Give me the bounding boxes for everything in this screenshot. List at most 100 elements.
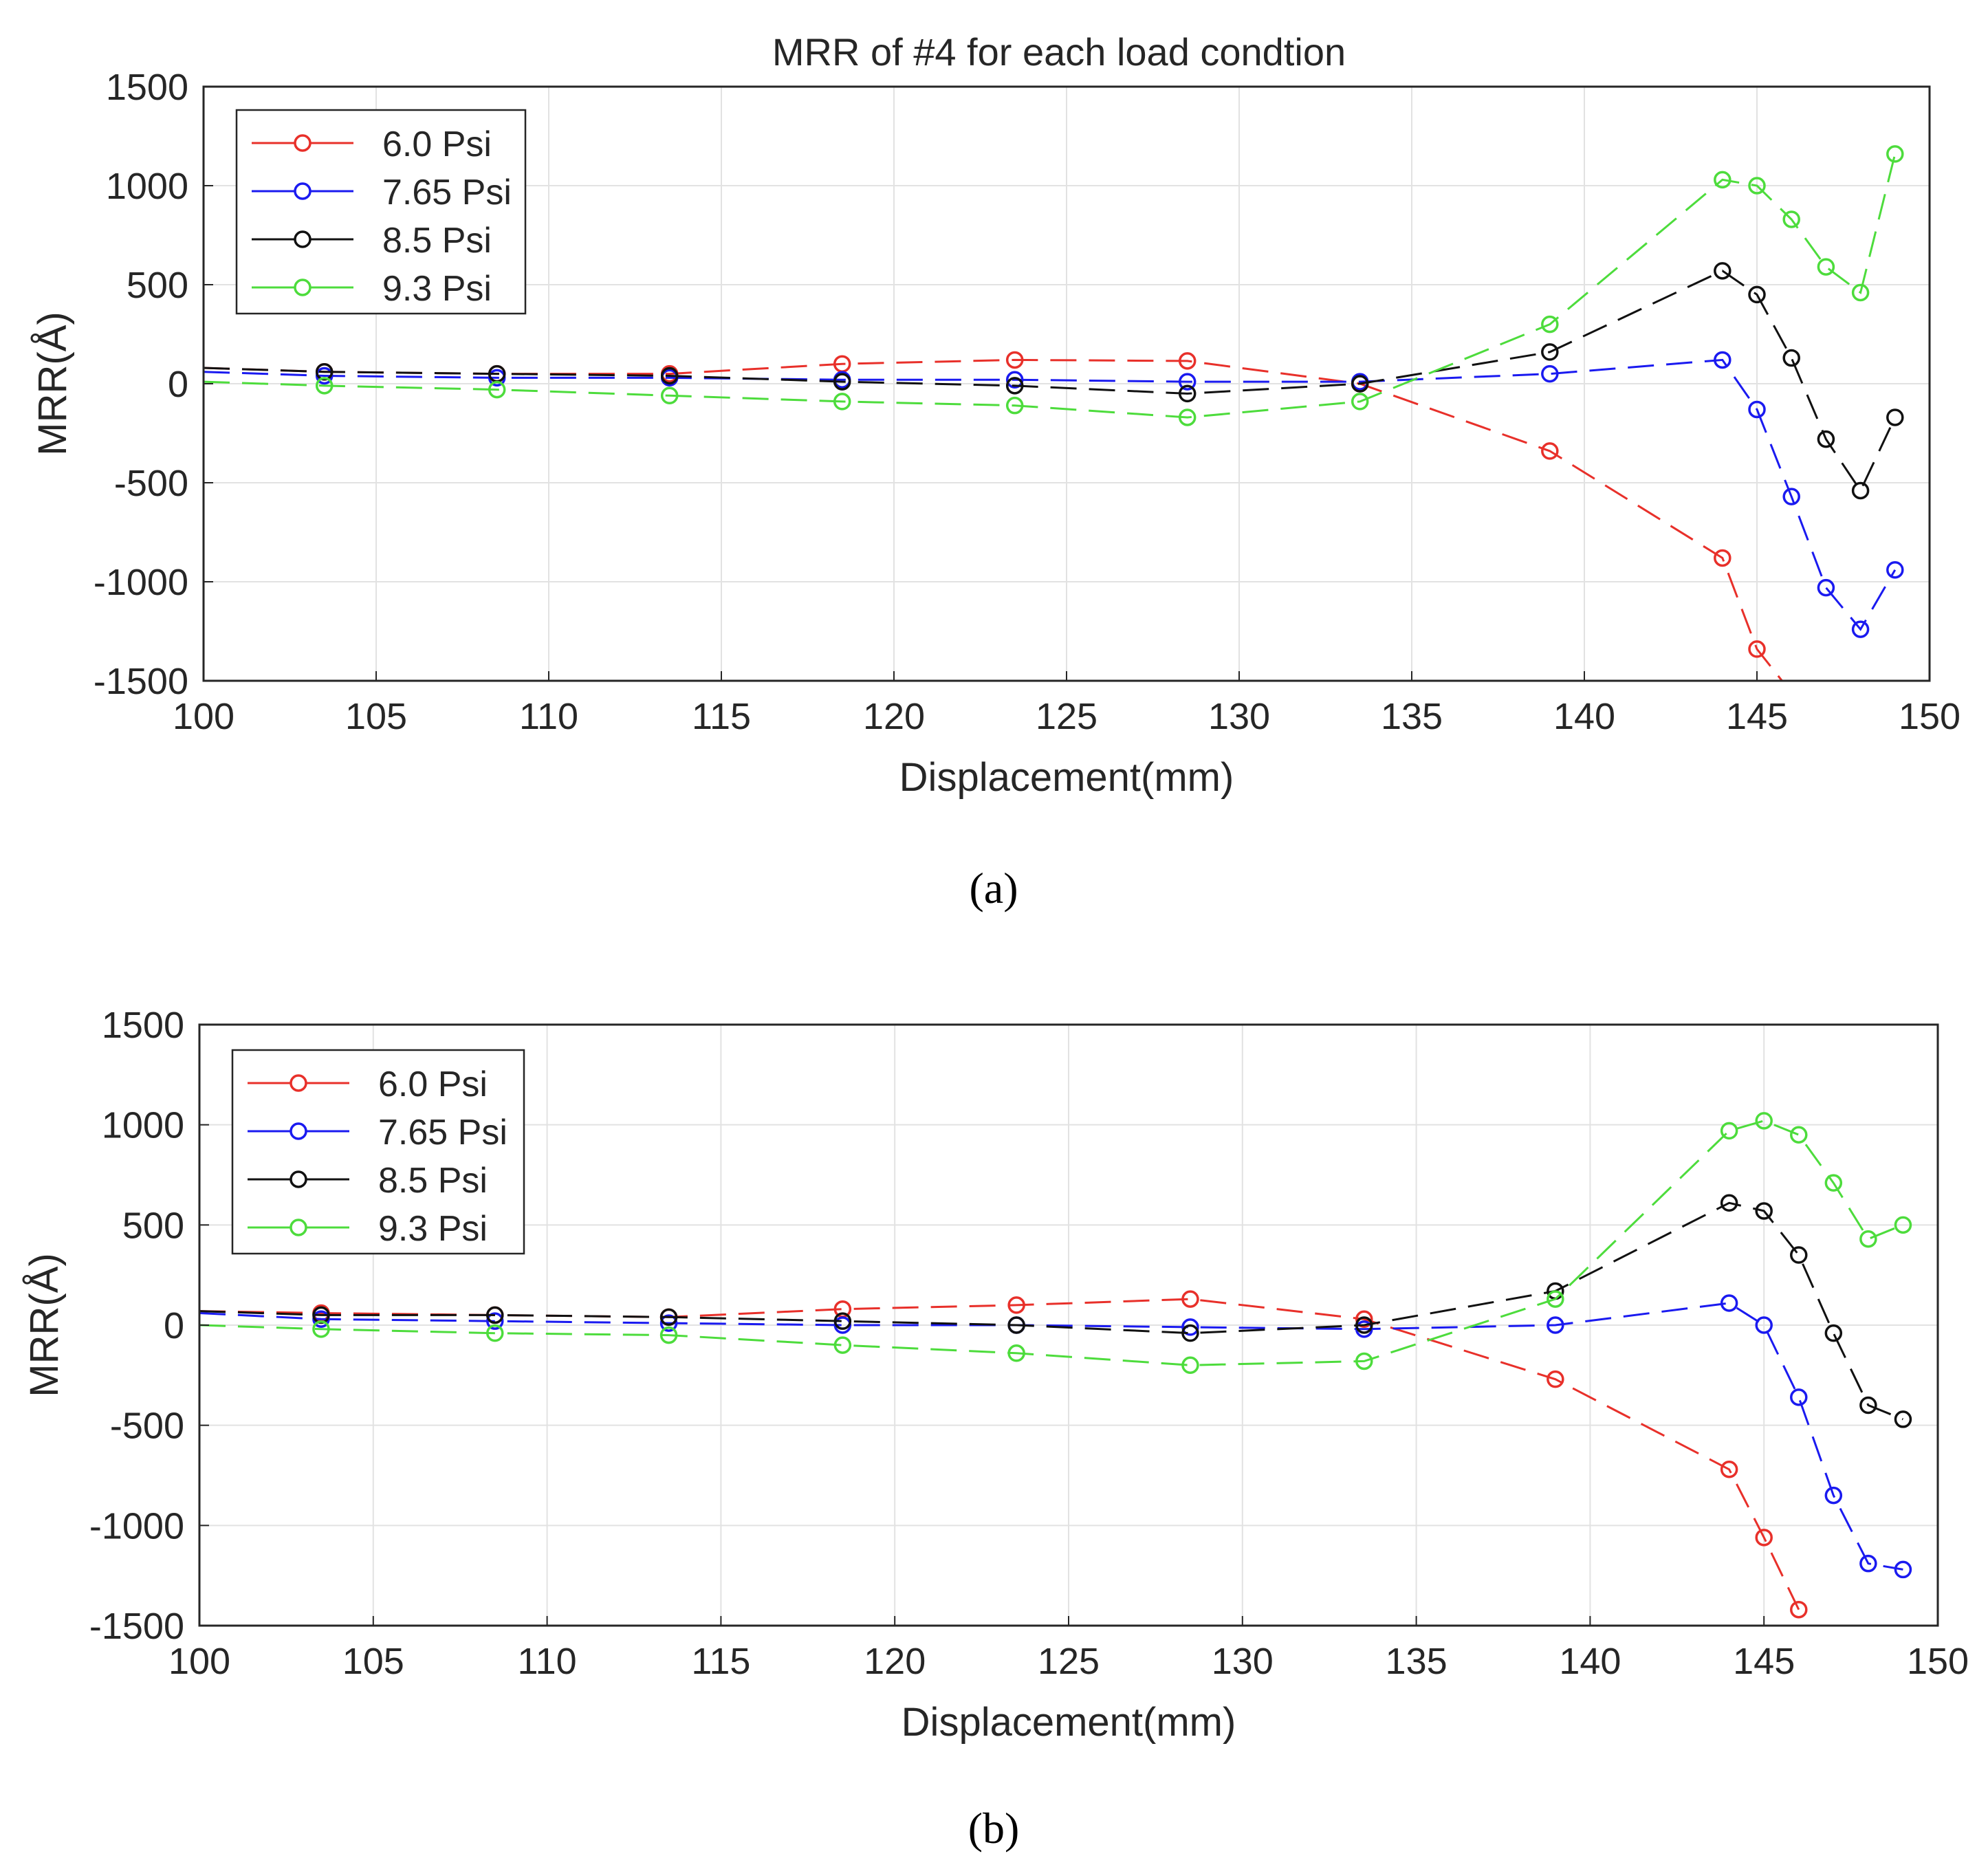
data-point-7-65-psi <box>1851 620 1870 638</box>
data-point-9-3-psi <box>833 393 851 411</box>
data-point-6-0-psi <box>1720 1461 1738 1478</box>
data-point-6-0-psi <box>1005 351 1024 369</box>
data-point-7-65-psi <box>1755 1316 1773 1334</box>
series-group-b <box>199 1112 1912 1619</box>
data-point-8-5-psi <box>660 367 679 385</box>
data-point-9-3-psi <box>1541 315 1559 334</box>
y-tick-label: 1500 <box>102 1005 184 1046</box>
chart-panel-a: 100 105 110 115 120 125 130 135 140 145 150 1500 100… <box>30 30 1960 913</box>
data-point-9-3-psi <box>659 1326 678 1344</box>
data-point-7-65-psi <box>1859 1554 1877 1573</box>
legend-entry-6-0-psi: 6.0 Psi <box>252 124 492 164</box>
data-point-9-3-psi <box>1714 171 1732 189</box>
legend-label: 8.5 Psi <box>382 221 492 261</box>
x-tick-label: 115 <box>692 696 751 737</box>
data-point-8-5-psi <box>1782 349 1800 367</box>
legend-entry-8-5-psi: 8.5 Psi <box>252 221 492 261</box>
x-tick-label: 145 <box>1733 1641 1795 1682</box>
data-point-9-3-psi <box>315 377 334 395</box>
data-point-7-65-psi <box>1817 578 1835 597</box>
data-point-9-3-psi <box>1007 1344 1025 1362</box>
series-8-5-psi <box>204 262 1904 500</box>
data-point-8-5-psi <box>1817 430 1835 448</box>
x-tick-label: 110 <box>518 1641 577 1682</box>
x-tick-label: 115 <box>691 1641 750 1682</box>
legend-marker <box>294 279 312 296</box>
data-point-8-5-psi <box>1790 1246 1808 1264</box>
data-point-9-3-psi <box>1782 210 1800 228</box>
data-point-7-65-psi <box>1790 1388 1808 1406</box>
data-point-8-5-psi <box>1178 384 1197 403</box>
caption-b: (b) <box>968 1804 1020 1853</box>
x-tick-label: 100 <box>173 696 234 737</box>
legend-a: 6.0 Psi 7.65 Psi 8.5 Psi 9.3 Psi <box>235 109 527 315</box>
legend-b: 6.0 Psi 7.65 Psi 8.5 Psi 9.3 Psi <box>231 1049 525 1255</box>
data-point-8-5-psi <box>1351 375 1369 393</box>
y-tick-label: -1000 <box>94 562 188 603</box>
y-tick-label: -1500 <box>89 1606 184 1647</box>
data-point-7-65-psi <box>1181 1318 1199 1336</box>
series-line-7-65-psi <box>199 1302 1903 1571</box>
data-point-9-3-psi <box>1181 1356 1199 1375</box>
series-line-8-5-psi <box>204 270 1897 493</box>
y-tick-label: 1000 <box>102 1105 184 1146</box>
series-8-5-psi <box>199 1194 1912 1428</box>
x-tick-label: 120 <box>863 696 925 737</box>
legend-label: 9.3 Psi <box>378 1209 488 1249</box>
data-point-7-65-psi <box>1178 373 1197 391</box>
data-point-7-65-psi <box>1894 1560 1912 1579</box>
data-point-9-3-psi <box>1005 396 1024 415</box>
y-tick-label: -1500 <box>94 661 188 702</box>
data-point-8-5-psi <box>1005 377 1024 395</box>
data-point-7-65-psi <box>1886 560 1904 579</box>
series-line-7-65-psi <box>204 358 1897 631</box>
data-point-9-3-psi <box>833 1336 852 1354</box>
data-point-6-0-psi <box>1541 442 1559 460</box>
ticks-b: 100 105 110 115 120 125 130 135 140 145 150 1500 100… <box>89 1005 1969 1682</box>
data-point-9-3-psi <box>1720 1122 1738 1140</box>
data-point-8-5-psi <box>1851 481 1870 500</box>
x-tick-label: 110 <box>519 696 578 737</box>
legend-entry-7-65-psi: 7.65 Psi <box>252 173 512 212</box>
data-point-9-3-psi <box>1817 258 1835 276</box>
data-point-8-5-psi <box>1755 1202 1773 1220</box>
series-line-6-0-psi <box>204 358 1784 681</box>
chart-panel-b: 100 105 110 115 120 125 130 135 140 145 150 1500 100… <box>22 1005 1969 1853</box>
x-tick-label: 140 <box>1559 1641 1621 1682</box>
data-point-7-65-psi <box>1005 371 1024 389</box>
data-point-9-3-psi <box>312 1320 330 1338</box>
data-point-7-65-psi <box>1824 1486 1843 1505</box>
data-point-8-5-psi <box>659 1308 678 1327</box>
legend-marker <box>290 1170 307 1188</box>
x-tick-label: 130 <box>1212 1641 1274 1682</box>
legend-entry-6-0-psi: 6.0 Psi <box>248 1065 488 1104</box>
data-point-9-3-psi <box>1547 1290 1564 1308</box>
data-point-9-3-psi <box>1351 393 1369 411</box>
x-tick-label: 130 <box>1208 696 1270 737</box>
series-line-8-5-psi <box>199 1201 1903 1421</box>
legend-label: 9.3 Psi <box>382 269 492 309</box>
legend-label: 8.5 Psi <box>378 1161 488 1201</box>
data-point-6-0-psi <box>1547 1370 1564 1388</box>
ticks-a: 100 105 110 115 120 125 130 135 140 145 150 1500 100… <box>94 67 1960 737</box>
data-point-9-3-psi <box>1790 1126 1808 1144</box>
data-point-7-65-psi <box>1782 488 1800 505</box>
data-point-8-5-psi <box>1886 408 1904 426</box>
data-point-8-5-psi <box>833 1312 852 1330</box>
x-tick-label: 140 <box>1553 696 1615 737</box>
series-line-6-0-psi <box>199 1298 1800 1611</box>
legend-marker <box>290 1219 307 1236</box>
data-point-8-5-psi <box>1355 1316 1373 1334</box>
y-tick-label: 500 <box>122 1205 184 1246</box>
legend-marker <box>290 1074 307 1092</box>
data-point-9-3-psi <box>1178 408 1197 426</box>
data-point-7-65-psi <box>1748 400 1766 419</box>
data-point-8-5-psi <box>1714 262 1732 280</box>
series-9-3-psi <box>199 1112 1912 1375</box>
data-point-7-65-psi <box>1720 1294 1738 1312</box>
data-point-8-5-psi <box>1748 285 1766 304</box>
data-point-8-5-psi <box>1720 1194 1738 1212</box>
data-point-6-0-psi <box>1790 1600 1808 1619</box>
data-point-8-5-psi <box>1859 1396 1877 1415</box>
y-axis-label-a: MRR(Å) <box>30 312 75 455</box>
